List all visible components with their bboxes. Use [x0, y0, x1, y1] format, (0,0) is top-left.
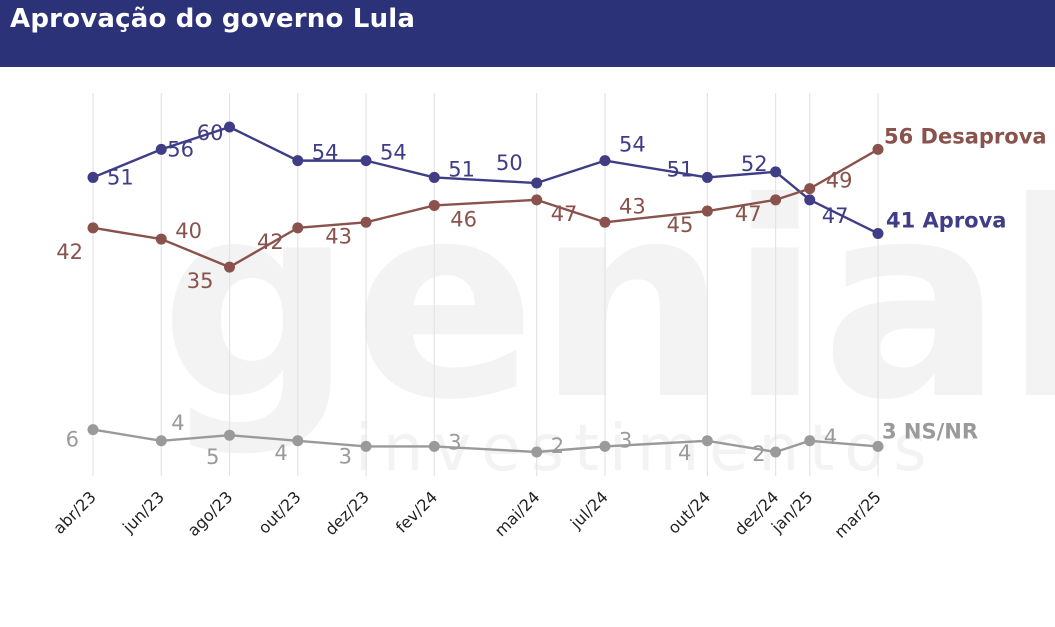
watermark-brand: genial [160, 144, 1055, 459]
data-label: 3 [339, 444, 352, 468]
data-label: 3 [619, 428, 632, 452]
series-end-label: 41 Aprova [886, 208, 1006, 232]
data-point [804, 183, 816, 195]
data-point [531, 194, 543, 206]
header-bar: Aprovação do governo Lula [0, 0, 1055, 67]
data-point [531, 177, 543, 189]
x-axis-ticks: abr/23 jun/23 ago/23 out/23 dez/23 fev/24 mai/… [49, 487, 884, 541]
data-point [701, 205, 713, 217]
data-label: 2 [551, 434, 564, 458]
data-label: 4 [171, 411, 184, 435]
data-point [428, 171, 440, 183]
data-point [428, 440, 440, 452]
data-point [155, 143, 167, 155]
data-point [87, 424, 99, 436]
data-point [770, 166, 782, 178]
series-lines [92, 125, 879, 454]
x-tick-label: jun/23 [118, 487, 168, 537]
data-label: 47 [735, 202, 762, 226]
data-point [804, 435, 816, 447]
data-point [428, 199, 440, 211]
x-tick-label: dez/24 [731, 487, 783, 539]
data-label: 5 [206, 445, 219, 469]
data-point [770, 194, 782, 206]
series-end-label: 56 Desaprova [884, 124, 1047, 148]
data-point [872, 440, 884, 452]
series-line-desaprova [92, 148, 879, 269]
data-point [292, 222, 304, 234]
data-point [87, 171, 99, 183]
data-label: 47 [822, 204, 849, 228]
data-label: 51 [667, 157, 694, 181]
series-line-aprova [92, 125, 879, 235]
data-label: 51 [448, 157, 475, 181]
data-point [531, 446, 543, 458]
data-point [599, 440, 611, 452]
data-label: 42 [56, 240, 83, 264]
data-point [599, 216, 611, 228]
data-point [224, 261, 236, 273]
data-point [155, 233, 167, 245]
x-tick-label: abr/23 [49, 487, 99, 537]
data-label: 3 [448, 430, 461, 454]
data-point [292, 435, 304, 447]
data-label: 40 [175, 219, 202, 243]
data-label: 6 [66, 428, 79, 452]
grid-lines [92, 93, 879, 476]
data-point [599, 155, 611, 167]
data-label: 42 [257, 230, 284, 254]
data-point [701, 171, 713, 183]
data-label: 54 [312, 141, 339, 165]
data-point [701, 435, 713, 447]
data-point [360, 155, 372, 167]
data-point [87, 222, 99, 234]
data-label: 54 [619, 133, 646, 157]
data-label: 54 [380, 141, 407, 165]
data-label: 60 [197, 121, 224, 145]
data-label: 43 [619, 194, 646, 218]
page-title: Aprovação do governo Lula [10, 4, 416, 34]
series-end-label: 3 NS/NR [882, 419, 978, 443]
x-tick-label: out/24 [664, 487, 714, 537]
x-tick-label: mar/25 [831, 487, 885, 541]
data-label: 45 [667, 213, 694, 237]
data-label: 4 [824, 425, 837, 449]
data-label: 51 [107, 165, 134, 189]
x-tick-label: jul/24 [566, 487, 612, 533]
data-point [224, 429, 236, 441]
data-label: 50 [496, 151, 523, 175]
x-tick-label: mai/24 [491, 487, 544, 540]
watermark: genial investimentos [160, 144, 1055, 486]
data-label: 52 [741, 152, 768, 176]
data-point [770, 446, 782, 458]
data-label: 4 [678, 441, 691, 465]
data-point [872, 143, 884, 155]
data-points [87, 121, 884, 458]
data-label: 47 [551, 202, 578, 226]
data-label: 56 [167, 137, 194, 161]
data-point [360, 216, 372, 228]
data-point [872, 227, 884, 239]
data-label: 46 [450, 207, 477, 231]
data-label: 35 [187, 269, 214, 293]
series-line-nsnr [92, 428, 879, 454]
data-point [804, 194, 816, 206]
data-label: 49 [826, 169, 853, 193]
data-point [360, 440, 372, 452]
data-label: 2 [752, 442, 765, 466]
x-tick-label: fev/24 [392, 487, 441, 536]
data-point [292, 155, 304, 167]
watermark-sub: investimentos [355, 412, 937, 486]
data-label: 43 [325, 224, 352, 248]
data-point [224, 121, 236, 133]
x-tick-label: ago/23 [184, 487, 237, 540]
data-label: 4 [274, 441, 287, 465]
x-tick-label: out/23 [254, 487, 304, 537]
x-tick-label: dez/23 [321, 487, 373, 539]
data-point [155, 435, 167, 447]
series-end-labels: 41 Aprova 56 Desaprova 3 NS/NR [882, 124, 1047, 443]
